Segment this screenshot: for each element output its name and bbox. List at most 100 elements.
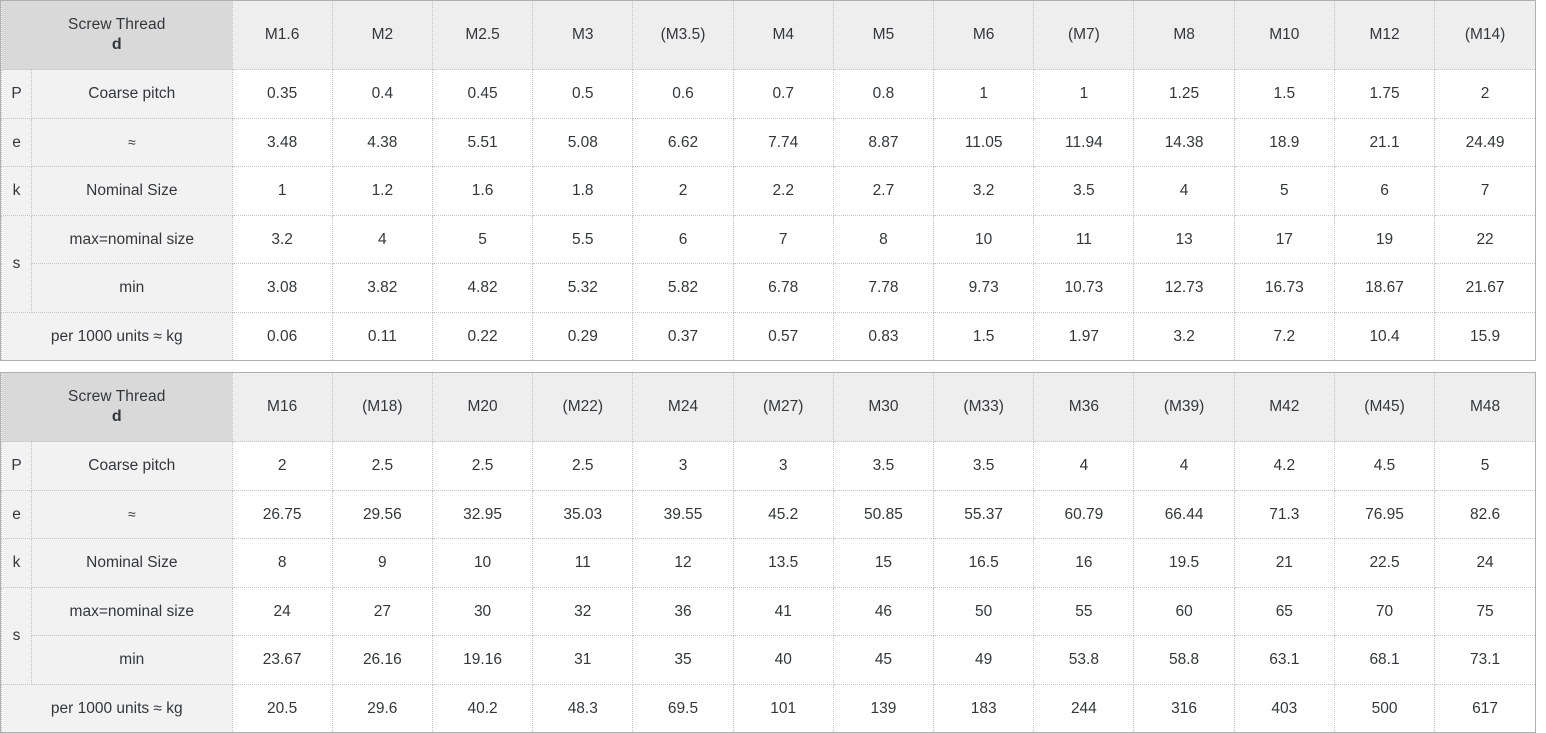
cell: 5.32 — [532, 263, 634, 313]
cell: 2.5 — [431, 441, 534, 491]
row-label-3: max=nominal size — [31, 586, 233, 636]
cell: 1.8 — [532, 166, 634, 216]
cell: 75 — [1434, 586, 1535, 636]
cell: 5 — [1233, 166, 1335, 216]
size-header-m24: M24 — [632, 373, 734, 442]
cell: 23.67 — [231, 635, 333, 685]
cell: 11.05 — [933, 117, 1035, 167]
cell: 18.9 — [1233, 117, 1335, 167]
mass-cell: 0.83 — [832, 311, 935, 360]
metric-hex-table-large-sizes: Screw Thread d M16 (M18) M20 (M22) M24 (M27) M30… — [0, 372, 1536, 733]
cell: 19.5 — [1133, 538, 1235, 588]
cell: 3.5 — [832, 441, 935, 491]
cell: 19 — [1333, 214, 1436, 264]
mass-cell: 244 — [1033, 683, 1135, 732]
cell: 50 — [933, 586, 1035, 636]
size-header-m27: (M27) — [732, 373, 834, 442]
row-label-3: max=nominal size — [31, 214, 233, 264]
cell: 60.79 — [1033, 489, 1135, 539]
cell: 3 — [732, 441, 834, 491]
cell: 3.08 — [231, 263, 333, 313]
size-header-m36: M36 — [1033, 373, 1135, 442]
size-header-m48: M48 — [1434, 373, 1535, 442]
table-row: P Coarse pitch 0.35 0.4 0.45 0.5 0.6 0.7 0.8 1 1 1.… — [0, 69, 1535, 119]
table-row: min 3.08 3.82 4.82 5.32 5.82 6.78 7.78 9.73 10.73… — [2, 263, 1535, 313]
cell: 5 — [1434, 441, 1535, 491]
size-header-m2.5: M2.5 — [431, 1, 534, 70]
cell: 7 — [1434, 166, 1535, 216]
mass-row-label: per 1000 units ≈ kg — [1, 311, 233, 360]
row-label-1: ≈ — [31, 489, 233, 539]
mass-cell: 29.6 — [331, 683, 433, 732]
cell: 1 — [231, 166, 333, 216]
spec-table: Screw Thread d M16 (M18) M20 (M22) M24 (M27) M30… — [0, 373, 1535, 732]
cell: 1.5 — [1233, 69, 1335, 119]
cell: 4 — [1133, 441, 1235, 491]
screw-thread-title: Screw Thread — [68, 387, 166, 405]
size-header-m39: (M39) — [1133, 373, 1235, 442]
cell: 17 — [1233, 214, 1335, 264]
cell: 0.7 — [732, 69, 834, 119]
mass-cell: 0.29 — [532, 311, 634, 360]
mass-cell: 40.2 — [431, 683, 534, 732]
table-row: s max=nominal size 24 27 30 32 36 41 46 50 55 60 65 7… — [0, 586, 1535, 685]
mass-cell: 101 — [732, 683, 834, 732]
cell: 5.5 — [532, 214, 634, 264]
cell: 7 — [732, 214, 834, 264]
cell: 8 — [832, 214, 935, 264]
cell: 13 — [1133, 214, 1235, 264]
cell: 3.2 — [231, 214, 333, 264]
cell: 32 — [532, 586, 634, 636]
mass-cell: 500 — [1333, 683, 1436, 732]
mass-row: per 1000 units ≈ kg 20.5 29.6 40.2 48.3 69.5 1… — [1, 683, 1535, 732]
row-label-2: Nominal Size — [31, 166, 233, 216]
cell: 2.7 — [832, 166, 935, 216]
size-header-m8: M8 — [1133, 1, 1235, 70]
table-header-row: Screw Thread d M16 (M18) M20 (M22) M24 (M27) M30… — [1, 373, 1535, 442]
cell: 3.5 — [1033, 166, 1135, 216]
cell: 60 — [1133, 586, 1235, 636]
mass-cell: 69.5 — [632, 683, 734, 732]
cell: 5 — [431, 214, 534, 264]
cell: 10 — [431, 538, 534, 588]
cell: 13.5 — [732, 538, 834, 588]
size-header-m3.5: (M3.5) — [632, 1, 734, 70]
cell: 1.6 — [431, 166, 534, 216]
cell: 22.5 — [1333, 538, 1436, 588]
cell: 3 — [632, 441, 734, 491]
cell: 68.1 — [1333, 635, 1436, 685]
row-symbol-k: k — [0, 538, 33, 588]
cell: 5.82 — [632, 263, 734, 313]
size-header-m7: (M7) — [1033, 1, 1135, 70]
cell: 29.56 — [331, 489, 433, 539]
cell: 10 — [933, 214, 1035, 264]
row-label-1: ≈ — [31, 117, 233, 167]
size-header-m20: M20 — [431, 373, 534, 442]
table-row: s max=nominal size 3.2 4 5 5.5 6 7 8 10 11 13 17 19 22 — [0, 214, 1535, 313]
cell: 4 — [1033, 441, 1135, 491]
row-symbol-s: s — [0, 586, 33, 685]
row-label-0: Coarse pitch — [31, 69, 233, 119]
cell: 1 — [933, 69, 1035, 119]
cell: 4.38 — [331, 117, 433, 167]
row-label-4: min — [31, 263, 233, 313]
cell: 4.2 — [1233, 441, 1335, 491]
cell: 14.38 — [1133, 117, 1235, 167]
screw-thread-symbol: d — [111, 36, 122, 54]
cell: 0.8 — [832, 69, 935, 119]
row-symbol-P: P — [0, 441, 33, 491]
cell: 3.5 — [933, 441, 1035, 491]
cell: 5.51 — [431, 117, 534, 167]
cell: 19.16 — [431, 635, 534, 685]
screw-thread-header: Screw Thread d — [1, 1, 233, 70]
size-header-m5: M5 — [832, 1, 935, 70]
size-header-m10: M10 — [1233, 1, 1335, 70]
cell: 8 — [231, 538, 333, 588]
size-header-m2: M2 — [331, 1, 433, 70]
cell: 12 — [632, 538, 734, 588]
cell: 8.87 — [832, 117, 935, 167]
size-header-m16: M16 — [231, 373, 333, 442]
cell: 16 — [1033, 538, 1135, 588]
cell: 26.16 — [331, 635, 433, 685]
